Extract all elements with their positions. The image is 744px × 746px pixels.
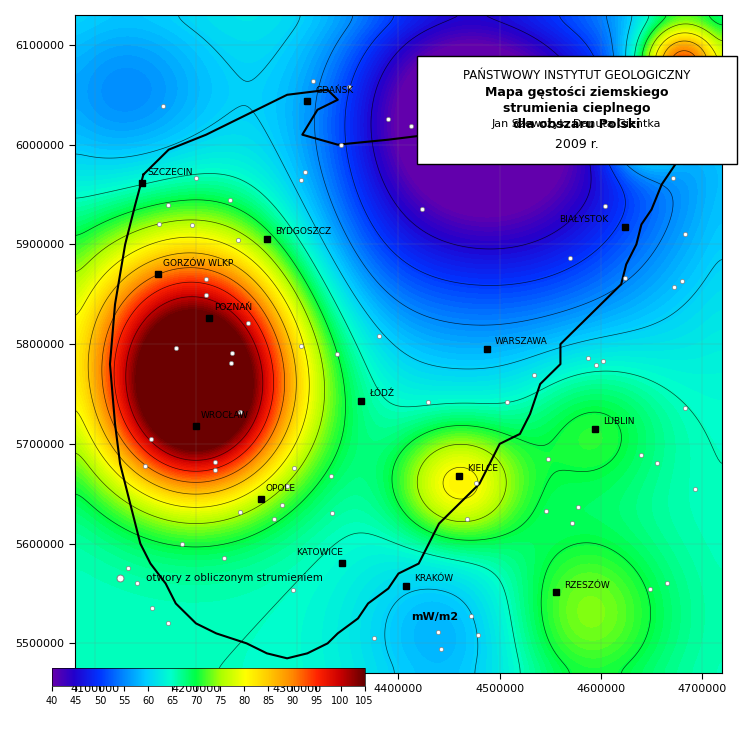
Text: Jan Szewczyk, Danuta Gientka: Jan Szewczyk, Danuta Gientka bbox=[492, 119, 661, 129]
Text: LUBLIN: LUBLIN bbox=[603, 417, 635, 426]
Text: KIELCE: KIELCE bbox=[467, 464, 498, 473]
Text: strumienia cieplnego: strumienia cieplnego bbox=[503, 102, 650, 115]
Text: OPOLE: OPOLE bbox=[266, 483, 296, 493]
Text: SZCZECIN: SZCZECIN bbox=[147, 168, 193, 177]
Text: BIAŁYSTOK: BIAŁYSTOK bbox=[559, 216, 609, 225]
Text: WARSZAWA: WARSZAWA bbox=[495, 337, 548, 346]
Text: ŁÓDŹ: ŁÓDŹ bbox=[369, 389, 394, 398]
Text: RZESZÓW: RZESZÓW bbox=[565, 580, 610, 589]
Text: GDAŃSK: GDAŃSK bbox=[315, 86, 353, 95]
Text: GORZÓW WLKP: GORZÓW WLKP bbox=[163, 260, 233, 269]
Text: Mapa gęstości ziemskiego: Mapa gęstości ziemskiego bbox=[485, 86, 668, 98]
Text: OLSZTYN: OLSZTYN bbox=[475, 142, 516, 151]
Text: dla obszaru Polski: dla obszaru Polski bbox=[513, 118, 641, 131]
Text: PAŃSTWOWY INSTYTUT GEOLOGICZNY: PAŃSTWOWY INSTYTUT GEOLOGICZNY bbox=[463, 69, 690, 82]
Text: POZNAŃ: POZNAŃ bbox=[214, 303, 252, 313]
Text: 2009 r.: 2009 r. bbox=[555, 138, 598, 151]
Text: KRAKÓW: KRAKÓW bbox=[414, 574, 453, 583]
Text: BYDGOSZCZ: BYDGOSZCZ bbox=[275, 228, 331, 236]
Text: WROCŁAW: WROCŁAW bbox=[201, 411, 249, 420]
Text: KATOWICE: KATOWICE bbox=[296, 548, 343, 557]
Text: otwory z obliczonym strumieniem: otwory z obliczonym strumieniem bbox=[146, 573, 323, 583]
Text: mW/m2: mW/m2 bbox=[411, 612, 458, 622]
